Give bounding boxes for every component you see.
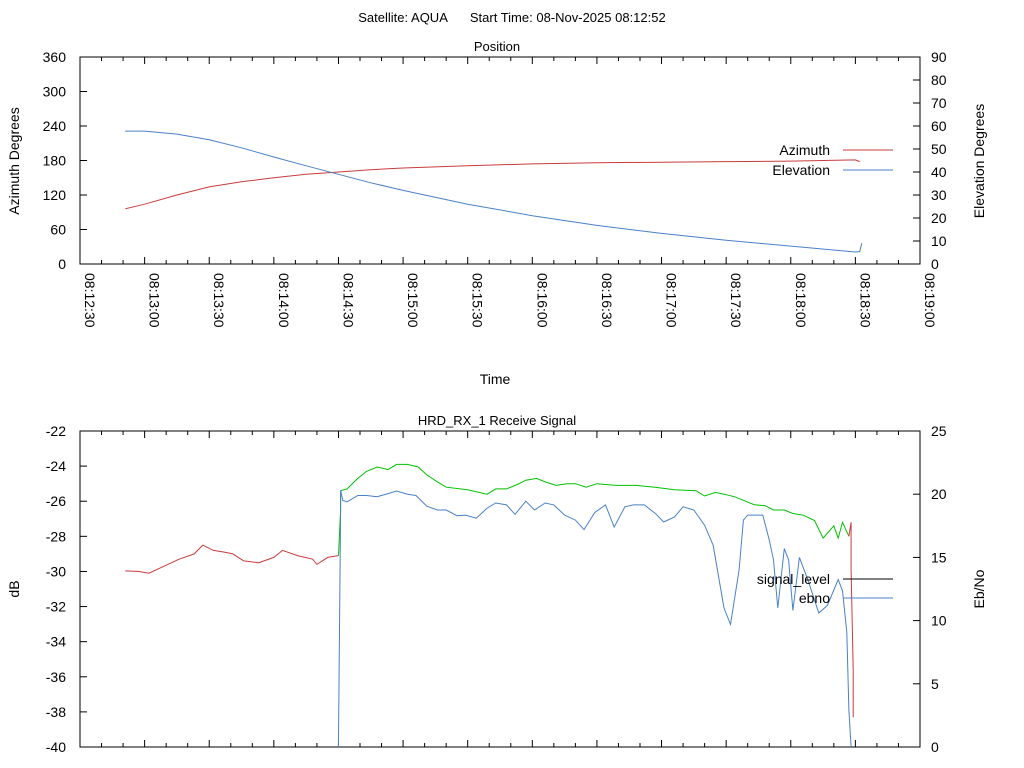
series-line-signal-level [125, 544, 339, 574]
y-axis-label: Azimuth Degrees [6, 107, 22, 214]
series-line-ebno [338, 490, 852, 748]
y-tick-label: 0 [58, 256, 66, 272]
y2-tick-label: 20 [931, 210, 947, 226]
x-tick-label: 08:16:00 [534, 273, 550, 328]
y2-axis-label: Elevation Degrees [971, 104, 987, 218]
y-tick-label: -32 [46, 599, 66, 615]
plot-header: Satellite: AQUA Start Time: 08-Nov-2025 0… [358, 10, 665, 25]
y2-tick-label: 10 [931, 233, 947, 249]
chart-title: HRD_RX_1 Receive Signal [418, 413, 576, 428]
legend-label-elevation: Elevation [772, 162, 830, 178]
x-tick-label: 08:15:30 [470, 273, 486, 328]
series-line-elevation [125, 130, 863, 253]
y2-tick-label: 10 [931, 613, 947, 629]
y2-tick-label: 60 [931, 118, 947, 134]
y-tick-label: -22 [46, 423, 66, 439]
y2-tick-label: 15 [931, 549, 947, 565]
y-tick-label: 120 [43, 187, 67, 203]
y-tick-label: -30 [46, 563, 66, 579]
x-tick-label: 08:16:30 [599, 273, 615, 328]
start-time: Start Time: 08-Nov-2025 08:12:52 [470, 10, 666, 25]
x-tick-label: 08:18:00 [793, 273, 809, 328]
y-tick-label: -24 [46, 458, 66, 474]
y2-tick-label: 20 [931, 486, 947, 502]
series-line-signal-level [848, 522, 854, 718]
x-tick-label: 08:12:30 [82, 273, 98, 328]
legend: signal_level ebno [757, 571, 893, 606]
y2-tick-label: 70 [931, 95, 947, 111]
y2-axis-label: Eb/No [971, 569, 987, 608]
y-tick-label: 240 [43, 118, 67, 134]
chart-title: Position [474, 39, 520, 54]
y-tick-label: -34 [46, 634, 66, 650]
receive-signal-chart: HRD_RX_1 Receive Signal dB Eb/No -40 -38 -… [6, 413, 987, 755]
y-axis-label: dB [6, 580, 22, 597]
x-tick-label: 08:13:30 [211, 273, 227, 328]
y2-tick-label: 40 [931, 164, 947, 180]
series-line-signal-level [338, 463, 850, 556]
y-tick-label: -26 [46, 493, 66, 509]
y2-tick-label: 30 [931, 187, 947, 203]
y-tick-label: 300 [43, 84, 67, 100]
y-tick-label: 60 [50, 222, 66, 238]
y-tick-label: -38 [46, 704, 66, 720]
legend-label-signal-level: signal_level [757, 571, 830, 587]
plot-frame [79, 430, 921, 748]
x-tick-label: 08:14:00 [276, 273, 292, 328]
x-tick-label: 08:17:30 [728, 273, 744, 328]
y-tick-label: -36 [46, 669, 66, 685]
y2-tick-label: 50 [931, 141, 947, 157]
y2-tick-label: 90 [931, 49, 947, 65]
legend: Azimuth Elevation [772, 142, 893, 178]
x-tick-label: 08:14:30 [340, 273, 356, 328]
y2-tick-label: 0 [931, 256, 939, 272]
legend-label-ebno: ebno [799, 590, 830, 606]
x-tick-label: 08:18:30 [857, 273, 873, 328]
position-chart: Position Azimuth Degrees Elevation Degre… [6, 39, 987, 387]
satellite-name: Satellite: AQUA [358, 10, 448, 25]
x-tick-label: 08:19:00 [922, 273, 938, 328]
x-tick-label: 08:15:00 [405, 273, 421, 328]
y2-tick-label: 0 [931, 739, 939, 755]
x-axis-label: Time [480, 371, 511, 387]
y2-tick-label: 5 [931, 676, 939, 692]
y-tick-label: -40 [46, 739, 66, 755]
y-tick-label: 180 [43, 153, 67, 169]
y2-tick-label: 80 [931, 72, 947, 88]
legend-label-azimuth: Azimuth [779, 142, 830, 158]
y-tick-label: 360 [43, 49, 67, 65]
x-tick-label: 08:13:00 [147, 273, 163, 328]
y2-tick-label: 25 [931, 423, 947, 439]
y-tick-label: -28 [46, 528, 66, 544]
series-line-azimuth [125, 159, 860, 210]
x-tick-label: 08:17:00 [664, 273, 680, 328]
